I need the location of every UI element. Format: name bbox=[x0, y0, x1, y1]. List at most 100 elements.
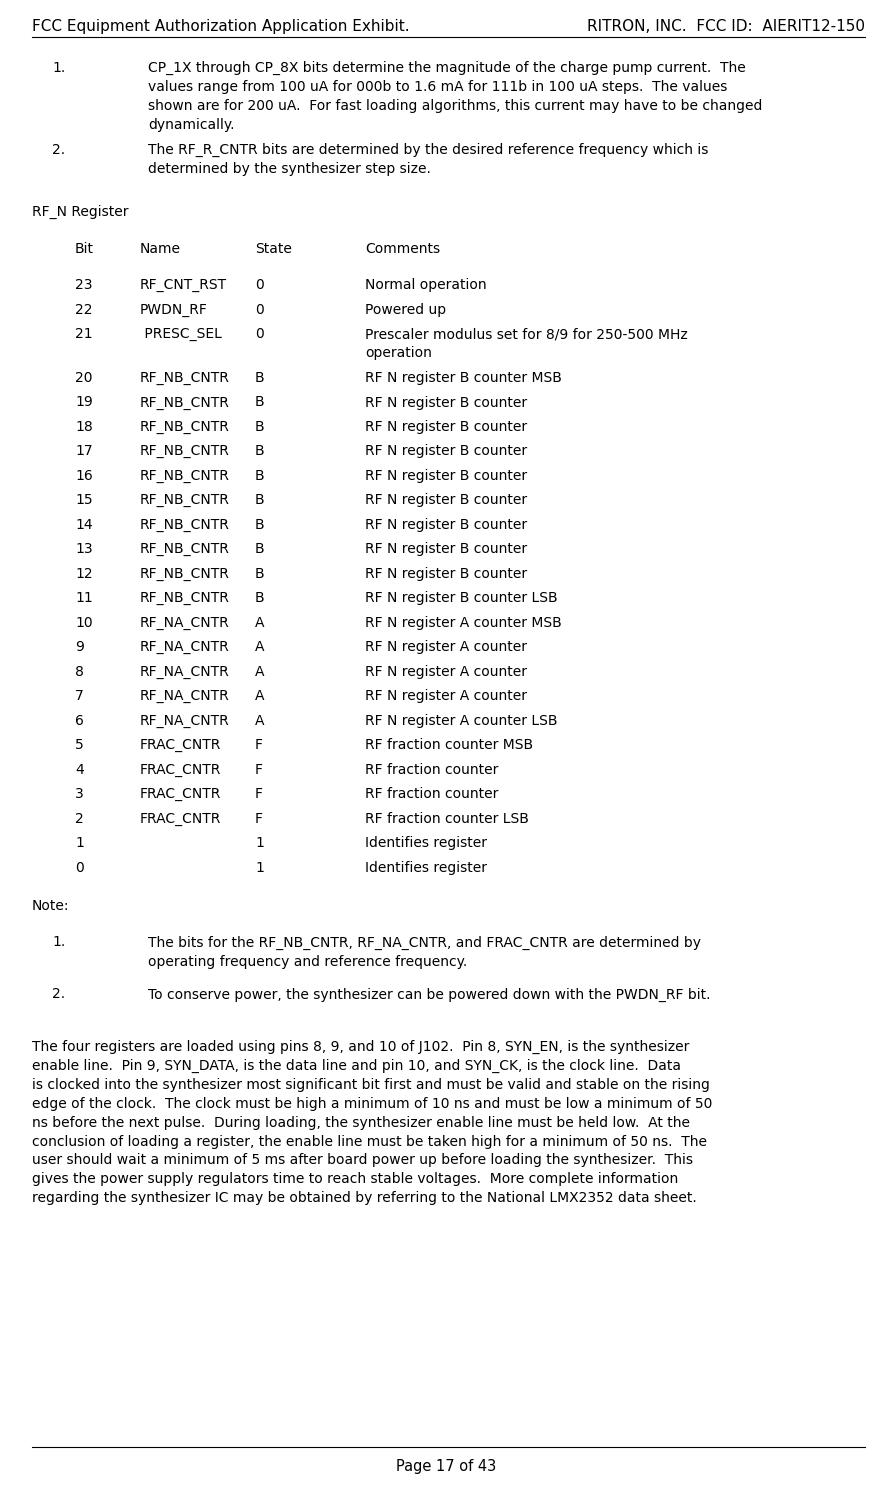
Text: A: A bbox=[255, 641, 264, 654]
Text: 19: 19 bbox=[75, 395, 93, 410]
Text: 15: 15 bbox=[75, 494, 93, 507]
Text: 1: 1 bbox=[255, 837, 263, 850]
Text: RF_NB_CNTR: RF_NB_CNTR bbox=[140, 469, 230, 484]
Text: RF N register B counter: RF N register B counter bbox=[365, 494, 527, 507]
Text: 9: 9 bbox=[75, 641, 84, 654]
Text: Prescaler modulus set for 8/9 for 250-500 MHz
operation: Prescaler modulus set for 8/9 for 250-50… bbox=[365, 326, 688, 359]
Text: The four registers are loaded using pins 8, 9, and 10 of J102.  Pin 8, SYN_EN, i: The four registers are loaded using pins… bbox=[32, 1039, 713, 1205]
Text: RF N register B counter: RF N register B counter bbox=[365, 542, 527, 557]
Text: B: B bbox=[255, 542, 264, 557]
Text: RF N register A counter: RF N register A counter bbox=[365, 665, 527, 680]
Text: B: B bbox=[255, 469, 264, 484]
Text: RF_NA_CNTR: RF_NA_CNTR bbox=[140, 714, 230, 728]
Text: 22: 22 bbox=[75, 302, 93, 316]
Text: 16: 16 bbox=[75, 469, 93, 484]
Text: The bits for the RF_NB_CNTR, RF_NA_CNTR, and FRAC_CNTR are determined by
operati: The bits for the RF_NB_CNTR, RF_NA_CNTR,… bbox=[148, 936, 701, 969]
Text: RF N register A counter: RF N register A counter bbox=[365, 690, 527, 704]
Text: RF_NB_CNTR: RF_NB_CNTR bbox=[140, 395, 230, 410]
Text: Normal operation: Normal operation bbox=[365, 278, 487, 292]
Text: 1: 1 bbox=[255, 861, 263, 876]
Text: CP_1X through CP_8X bits determine the magnitude of the charge pump current.  Th: CP_1X through CP_8X bits determine the m… bbox=[148, 61, 763, 132]
Text: 12: 12 bbox=[75, 567, 93, 581]
Text: 11: 11 bbox=[75, 591, 93, 605]
Text: 2: 2 bbox=[75, 811, 84, 826]
Text: 4: 4 bbox=[75, 763, 84, 777]
Text: 0: 0 bbox=[75, 861, 84, 876]
Text: RF_NB_CNTR: RF_NB_CNTR bbox=[140, 421, 230, 434]
Text: 17: 17 bbox=[75, 445, 93, 458]
Text: 21: 21 bbox=[75, 326, 93, 341]
Text: RF fraction counter: RF fraction counter bbox=[365, 787, 498, 801]
Text: Identifies register: Identifies register bbox=[365, 861, 487, 876]
Text: Name: Name bbox=[140, 243, 181, 256]
Text: A: A bbox=[255, 714, 264, 728]
Text: Page 17 of 43: Page 17 of 43 bbox=[396, 1460, 497, 1475]
Text: PWDN_RF: PWDN_RF bbox=[140, 302, 208, 316]
Text: RF_NA_CNTR: RF_NA_CNTR bbox=[140, 641, 230, 654]
Text: A: A bbox=[255, 615, 264, 630]
Text: RF N register A counter LSB: RF N register A counter LSB bbox=[365, 714, 557, 728]
Text: F: F bbox=[255, 787, 263, 801]
Text: 20: 20 bbox=[75, 371, 93, 385]
Text: RF_NA_CNTR: RF_NA_CNTR bbox=[140, 615, 230, 630]
Text: RF_NB_CNTR: RF_NB_CNTR bbox=[140, 445, 230, 458]
Text: RF_CNT_RST: RF_CNT_RST bbox=[140, 278, 227, 292]
Text: 1.: 1. bbox=[52, 936, 65, 949]
Text: FRAC_CNTR: FRAC_CNTR bbox=[140, 811, 221, 826]
Text: 13: 13 bbox=[75, 542, 93, 557]
Text: 8: 8 bbox=[75, 665, 84, 680]
Text: RF_NA_CNTR: RF_NA_CNTR bbox=[140, 665, 230, 680]
Text: RF N register B counter: RF N register B counter bbox=[365, 469, 527, 484]
Text: 0: 0 bbox=[255, 302, 263, 316]
Text: To conserve power, the synthesizer can be powered down with the PWDN_RF bit.: To conserve power, the synthesizer can b… bbox=[148, 988, 711, 1001]
Text: The RF_R_CNTR bits are determined by the desired reference frequency which is
de: The RF_R_CNTR bits are determined by the… bbox=[148, 144, 708, 177]
Text: Identifies register: Identifies register bbox=[365, 837, 487, 850]
Text: Bit: Bit bbox=[75, 243, 94, 256]
Text: Note:: Note: bbox=[32, 900, 70, 913]
Text: RF N register B counter LSB: RF N register B counter LSB bbox=[365, 591, 557, 605]
Text: 3: 3 bbox=[75, 787, 84, 801]
Text: 1.: 1. bbox=[52, 61, 65, 75]
Text: RF fraction counter LSB: RF fraction counter LSB bbox=[365, 811, 529, 826]
Text: RF_N Register: RF_N Register bbox=[32, 205, 129, 219]
Text: B: B bbox=[255, 445, 264, 458]
Text: 0: 0 bbox=[255, 278, 263, 292]
Text: RF_NB_CNTR: RF_NB_CNTR bbox=[140, 518, 230, 531]
Text: RF fraction counter: RF fraction counter bbox=[365, 763, 498, 777]
Text: B: B bbox=[255, 395, 264, 410]
Text: B: B bbox=[255, 494, 264, 507]
Text: F: F bbox=[255, 738, 263, 753]
Text: FRAC_CNTR: FRAC_CNTR bbox=[140, 738, 221, 753]
Text: B: B bbox=[255, 421, 264, 434]
Text: B: B bbox=[255, 591, 264, 605]
Text: A: A bbox=[255, 690, 264, 704]
Text: FRAC_CNTR: FRAC_CNTR bbox=[140, 763, 221, 777]
Text: State: State bbox=[255, 243, 292, 256]
Text: RF fraction counter MSB: RF fraction counter MSB bbox=[365, 738, 533, 753]
Text: B: B bbox=[255, 567, 264, 581]
Text: 6: 6 bbox=[75, 714, 84, 728]
Text: RF N register A counter: RF N register A counter bbox=[365, 641, 527, 654]
Text: Powered up: Powered up bbox=[365, 302, 446, 316]
Text: RF_NB_CNTR: RF_NB_CNTR bbox=[140, 591, 230, 605]
Text: 7: 7 bbox=[75, 690, 84, 704]
Text: 2.: 2. bbox=[52, 988, 65, 1001]
Text: 14: 14 bbox=[75, 518, 93, 531]
Text: 5: 5 bbox=[75, 738, 84, 753]
Text: A: A bbox=[255, 665, 264, 680]
Text: Comments: Comments bbox=[365, 243, 440, 256]
Text: PRESC_SEL: PRESC_SEL bbox=[140, 326, 221, 341]
Text: 2.: 2. bbox=[52, 144, 65, 157]
Text: FCC Equipment Authorization Application Exhibit.: FCC Equipment Authorization Application … bbox=[32, 19, 410, 34]
Text: 1: 1 bbox=[75, 837, 84, 850]
Text: FRAC_CNTR: FRAC_CNTR bbox=[140, 787, 221, 801]
Text: B: B bbox=[255, 518, 264, 531]
Text: RF_NB_CNTR: RF_NB_CNTR bbox=[140, 494, 230, 507]
Text: F: F bbox=[255, 811, 263, 826]
Text: RF N register B counter MSB: RF N register B counter MSB bbox=[365, 371, 562, 385]
Text: RITRON, INC.  FCC ID:  AIERIT12-150: RITRON, INC. FCC ID: AIERIT12-150 bbox=[587, 19, 865, 34]
Text: 18: 18 bbox=[75, 421, 93, 434]
Text: RF N register B counter: RF N register B counter bbox=[365, 567, 527, 581]
Text: RF_NB_CNTR: RF_NB_CNTR bbox=[140, 371, 230, 385]
Text: RF N register B counter: RF N register B counter bbox=[365, 518, 527, 531]
